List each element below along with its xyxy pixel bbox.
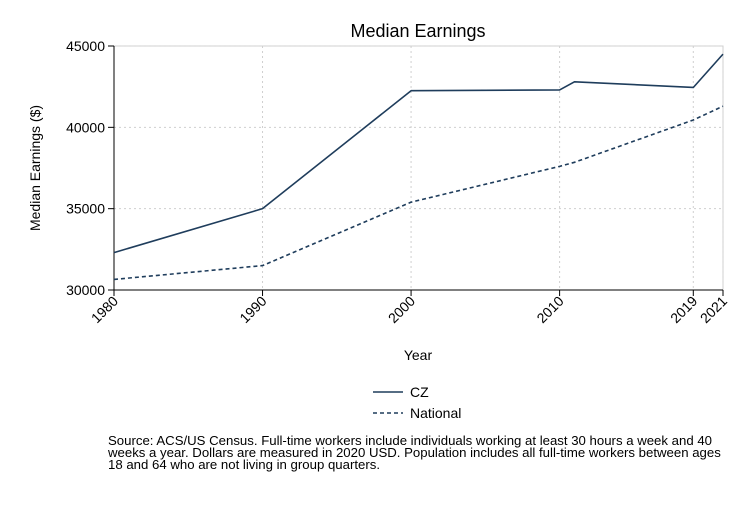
data-point-national-2000 xyxy=(410,201,413,204)
y-axis-label: Median Earnings ($) xyxy=(27,105,43,231)
legend-label-cz: CZ xyxy=(410,384,429,400)
legend-label-national: National xyxy=(410,405,461,421)
data-point-cz-2000 xyxy=(410,89,413,92)
data-point-cz-2011 xyxy=(573,80,576,83)
data-point-national-2019 xyxy=(692,119,695,122)
legend: CZ National xyxy=(373,384,461,421)
chart-title: Median Earnings xyxy=(350,21,485,41)
data-point-cz-2010 xyxy=(558,89,561,92)
data-point-national-2010 xyxy=(558,165,561,168)
data-point-cz-2019 xyxy=(692,86,695,89)
data-point-national-1990 xyxy=(261,264,264,267)
data-point-national-2011 xyxy=(573,161,576,164)
y-tick-label-45000: 45000 xyxy=(66,38,105,54)
y-tick-label-35000: 35000 xyxy=(66,201,105,217)
x-axis-label: Year xyxy=(404,347,433,363)
source-note: Source: ACS/US Census. Full-time workers… xyxy=(108,433,721,472)
data-point-cz-1980 xyxy=(113,251,116,254)
series-line-national xyxy=(113,105,724,281)
data-point-cz-2021 xyxy=(722,53,725,56)
y-tick-label-30000: 30000 xyxy=(66,282,105,298)
series-line-cz xyxy=(113,53,724,254)
series-layer xyxy=(113,53,725,281)
data-point-national-1980 xyxy=(113,278,116,281)
data-point-national-2021 xyxy=(722,105,725,108)
data-point-cz-1990 xyxy=(261,207,264,210)
y-tick-label-40000: 40000 xyxy=(66,119,105,135)
